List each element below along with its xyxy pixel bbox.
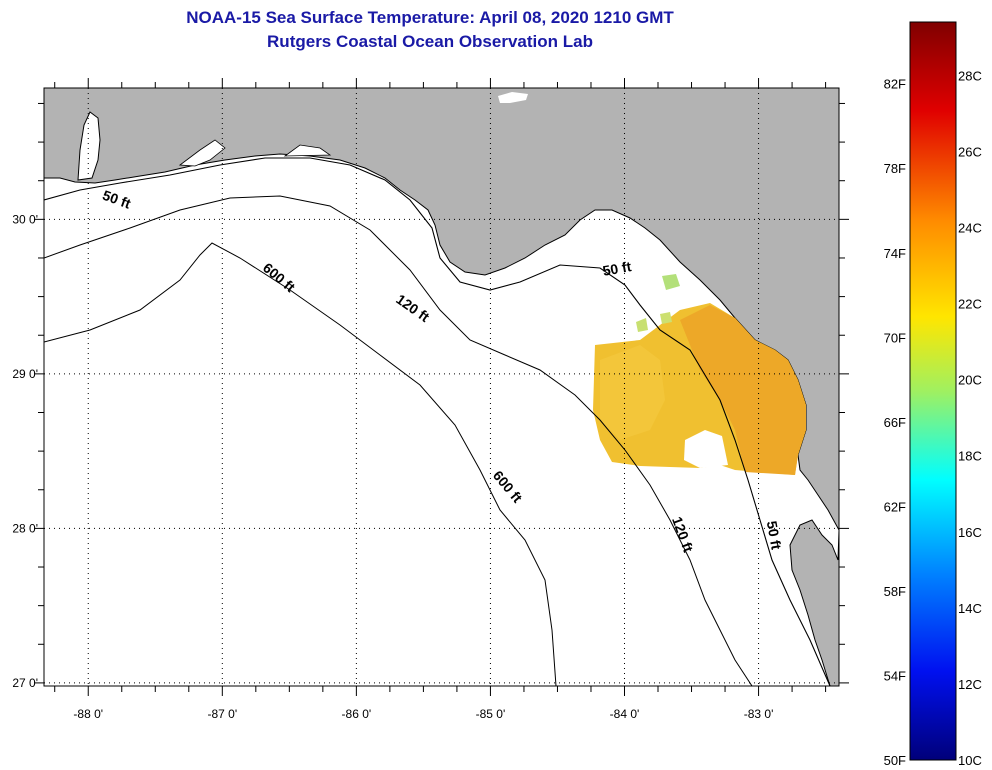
longitude-label: -88 0' xyxy=(73,707,103,721)
colorbar-celsius-label: 22C xyxy=(958,297,982,312)
longitude-labels: -88 0' -87 0' -86 0' -85 0' -84 0' -83 0' xyxy=(73,707,773,721)
contour-50ft xyxy=(44,157,831,686)
latitude-label: 30 0' xyxy=(12,212,38,226)
land-mass xyxy=(44,88,839,686)
contour-label: 50 ft xyxy=(601,258,632,279)
colorbar-fahrenheit-label: 62F xyxy=(884,499,906,514)
colorbar-celsius-label: 26C xyxy=(958,144,982,159)
coastal-inlet-2 xyxy=(283,144,332,157)
longitude-label: -84 0' xyxy=(610,707,640,721)
colorbar-celsius-label: 12C xyxy=(958,677,982,692)
longitude-label: -83 0' xyxy=(744,707,774,721)
longitude-label: -87 0' xyxy=(207,707,237,721)
colorbar-fahrenheit-label: 66F xyxy=(884,415,906,430)
colorbar xyxy=(909,21,957,761)
colorbar-fahrenheit-label: 82F xyxy=(884,77,906,92)
colorbar-fahrenheit-label: 54F xyxy=(884,668,906,683)
sst-data-patch xyxy=(593,274,806,475)
colorbar-celsius-label: 18C xyxy=(958,449,982,464)
colorbar-fahrenheit-label: 70F xyxy=(884,330,906,345)
colorbar-celsius-label: 28C xyxy=(958,68,982,83)
latitude-label: 28 0' xyxy=(12,521,38,535)
colorbar-celsius-label: 10C xyxy=(958,753,982,768)
map-frame xyxy=(43,87,840,687)
coastal-inlet xyxy=(178,139,226,167)
latitude-label: 27 0' xyxy=(12,676,38,690)
latitude-label: 29 0' xyxy=(12,367,38,381)
map-title: NOAA-15 Sea Surface Temperature: April 0… xyxy=(186,8,674,27)
contour-120ft xyxy=(44,195,753,686)
colorbar-celsius-label: 24C xyxy=(958,220,982,235)
mobile-bay xyxy=(77,111,101,181)
latitude-labels: 30 0' 29 0' 28 0' 27 0' xyxy=(12,212,38,690)
colorbar-celsius-label: 16C xyxy=(958,525,982,540)
colorbar-celsius-label: 20C xyxy=(958,373,982,388)
colorbar-fahrenheit-label: 74F xyxy=(884,246,906,261)
colorbar-fahrenheit-label: 78F xyxy=(884,161,906,176)
lake xyxy=(498,92,528,103)
colorbar-celsius-label: 14C xyxy=(958,601,982,616)
colorbar-fahrenheit-label: 50F xyxy=(884,753,906,768)
colorbar-fahrenheit-labels: 82F 78F 74F 70F 66F 62F 58F 54F 50F xyxy=(884,77,906,768)
colorbar-fahrenheit-label: 58F xyxy=(884,584,906,599)
contour-600ft xyxy=(44,242,557,686)
colorbar-celsius-labels: 28C 26C 24C 22C 20C 18C 16C 14C 12C 10C xyxy=(958,68,982,768)
longitude-label: -85 0' xyxy=(476,707,506,721)
contour-label: 50 ft xyxy=(764,520,785,551)
longitude-label: -86 0' xyxy=(342,707,372,721)
axis-ticks xyxy=(34,78,849,696)
map-subtitle: Rutgers Coastal Ocean Observation Lab xyxy=(267,32,593,51)
